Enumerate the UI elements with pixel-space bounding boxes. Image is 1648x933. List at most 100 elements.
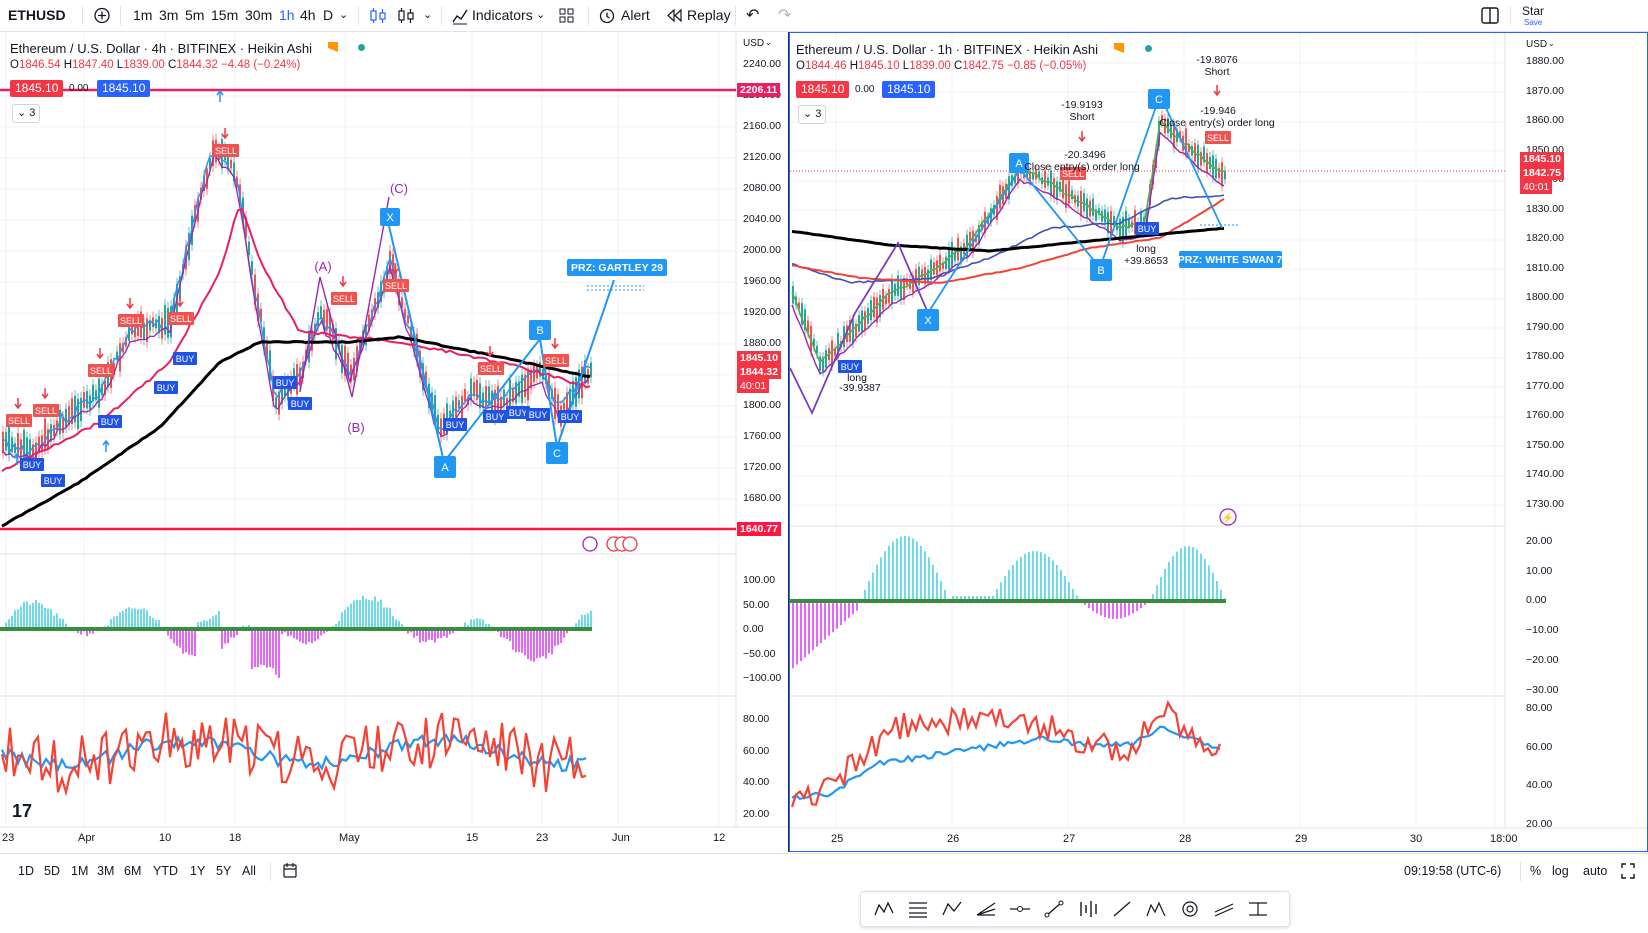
head-shoulders-icon[interactable] — [1145, 899, 1167, 919]
trend-line-icon[interactable] — [1043, 899, 1065, 919]
star-button[interactable]: Star — [1522, 4, 1545, 18]
right-time-axis[interactable]: 25 26 27 28 29 30 18:00 — [790, 833, 1518, 851]
ray-icon[interactable] — [1111, 899, 1133, 919]
right-price-scale[interactable]: USD ⌄ 1880.001870.001860.001850.001840.0… — [1506, 33, 1647, 830]
current-price-label: 1845.10 — [737, 351, 781, 365]
indicators-button[interactable]: Indicators — [472, 7, 533, 23]
interval-3m[interactable]: 3m — [159, 7, 179, 23]
price-tick-label: 1730.00 — [1526, 497, 1564, 510]
save-button[interactable]: Save — [1524, 18, 1543, 27]
auto-toggle[interactable]: auto — [1583, 864, 1608, 878]
left-chart-canvas[interactable]: SELL SELL SELL SELL SELL SELL SELL SELL SELL SELL… — [0, 32, 788, 852]
chevron-down-icon[interactable]: ⌄ — [1548, 39, 1555, 48]
sell-signal-text: SELL — [333, 294, 355, 304]
candle — [116, 351, 118, 361]
candle — [398, 280, 400, 306]
pitchfork-icon[interactable] — [975, 899, 997, 919]
candle — [1167, 118, 1169, 134]
range-6M[interactable]: 6M — [124, 864, 142, 878]
long-position-icon[interactable] — [1077, 899, 1099, 919]
range-1D[interactable]: 1D — [18, 864, 34, 878]
chevron-down-icon[interactable]: ⌄ — [339, 9, 349, 21]
price-range-icon[interactable] — [1247, 899, 1269, 919]
percent-toggle[interactable]: % — [1530, 864, 1542, 878]
bar-style-icon[interactable] — [367, 0, 389, 31]
undo-icon[interactable]: ↶ — [746, 7, 760, 24]
alert-button[interactable]: Alert — [621, 7, 650, 23]
fib-retracement-icon[interactable] — [907, 899, 929, 919]
toolbar-divider — [735, 6, 736, 25]
redo-icon[interactable]: ↷ — [778, 7, 792, 24]
indicators-collapse-button[interactable]: ⌄ 3 — [12, 104, 41, 123]
compare-icon[interactable] — [92, 0, 112, 31]
indicators-icon[interactable] — [451, 0, 469, 31]
time-label: Jun — [612, 832, 630, 844]
replay-button[interactable]: Replay — [687, 7, 731, 23]
heikin-ashi-icon[interactable] — [395, 0, 417, 31]
interval-D[interactable]: D — [323, 7, 334, 23]
alert-icon[interactable] — [598, 0, 616, 31]
range-5D[interactable]: 5D — [44, 864, 60, 878]
range-3M[interactable]: 3M — [97, 864, 115, 878]
abcd-pattern-icon[interactable] — [941, 899, 963, 919]
log-toggle[interactable]: log — [1552, 864, 1569, 878]
buy-price-button[interactable]: 1845.10 — [97, 80, 151, 97]
buy-signal-text: BUY — [841, 362, 860, 372]
chevron-down-icon[interactable]: ⌄ — [423, 9, 433, 21]
buy-signal-text: BUY — [101, 417, 120, 427]
sell-arrow-icon — [221, 128, 229, 140]
toolbar-divider — [358, 6, 359, 25]
candle — [2, 431, 4, 454]
range-All[interactable]: All — [242, 864, 256, 878]
templates-icon[interactable] — [558, 0, 576, 31]
interval-4h[interactable]: 4h — [300, 7, 316, 23]
date-range-icon[interactable] — [282, 854, 298, 888]
xabcd-pattern-icon[interactable] — [873, 899, 895, 919]
interval-5m[interactable]: 5m — [185, 7, 205, 23]
candle — [557, 394, 559, 418]
layout-icon[interactable] — [1480, 0, 1500, 31]
left-price-scale[interactable]: USD ⌄ 2240.002200.002160.002120.002080.0… — [737, 32, 788, 827]
buy-signal-text: BUY — [509, 408, 528, 418]
sell-price-button[interactable]: 1845.10 — [10, 80, 64, 97]
candle — [248, 241, 250, 256]
right-chart-canvas[interactable]: SELL SELL BUY BUY X A B C PRZ: WHITE SWAN 7… — [790, 33, 1647, 851]
buy-price-button[interactable]: 1845.10 — [882, 81, 936, 98]
sell-signal-text: SELL — [35, 406, 57, 416]
candle — [104, 380, 106, 396]
range-YTD[interactable]: YTD — [153, 864, 178, 878]
range-1M[interactable]: 1M — [71, 864, 89, 878]
range-1Y[interactable]: 1Y — [190, 864, 206, 878]
symbol-search[interactable]: ETHUSD — [8, 7, 66, 23]
fullscreen-icon[interactable] — [1620, 854, 1636, 888]
chevron-down-icon[interactable]: ⌄ — [765, 38, 772, 47]
interval-1m[interactable]: 1m — [133, 7, 153, 23]
candle — [834, 348, 836, 356]
events-icon — [582, 536, 598, 552]
clock-time[interactable]: 09:19:58 (UTC-6) — [1404, 864, 1502, 878]
candle — [437, 414, 439, 432]
parallel-channel-icon[interactable] — [1213, 899, 1235, 919]
left-chart-pane[interactable]: SELL SELL SELL SELL SELL SELL SELL SELL SELL SELL… — [0, 32, 789, 852]
interval-1h[interactable]: 1h — [279, 7, 295, 23]
price-tick-label: 20.00 — [743, 807, 770, 820]
right-chart-pane[interactable]: SELL SELL BUY BUY X A B C PRZ: WHITE SWAN 7… — [789, 32, 1648, 852]
chevron-down-icon[interactable]: ⌄ — [536, 9, 546, 21]
interval-15m[interactable]: 15m — [211, 7, 239, 23]
point-a-label: A — [1009, 153, 1029, 173]
horizontal-line-icon[interactable] — [1009, 899, 1031, 919]
fib-spiral-icon[interactable] — [1179, 899, 1201, 919]
replay-icon[interactable] — [665, 0, 683, 31]
candle — [954, 251, 956, 261]
candle — [203, 175, 205, 192]
sell-price-button[interactable]: 1845.10 — [796, 81, 850, 98]
candle — [485, 386, 487, 412]
range-5Y[interactable]: 5Y — [216, 864, 232, 878]
momentum-oscillator — [790, 536, 1226, 669]
candle — [233, 162, 235, 182]
interval-30m[interactable]: 30m — [245, 7, 273, 23]
left-time-axis[interactable]: 23 Apr 10 18 May 15 23 Jun 12 — [0, 832, 736, 850]
buy-signal — [273, 376, 297, 389]
buy-signal-text: BUY — [276, 378, 295, 388]
indicators-collapse-button[interactable]: ⌄ 3 — [798, 105, 827, 124]
